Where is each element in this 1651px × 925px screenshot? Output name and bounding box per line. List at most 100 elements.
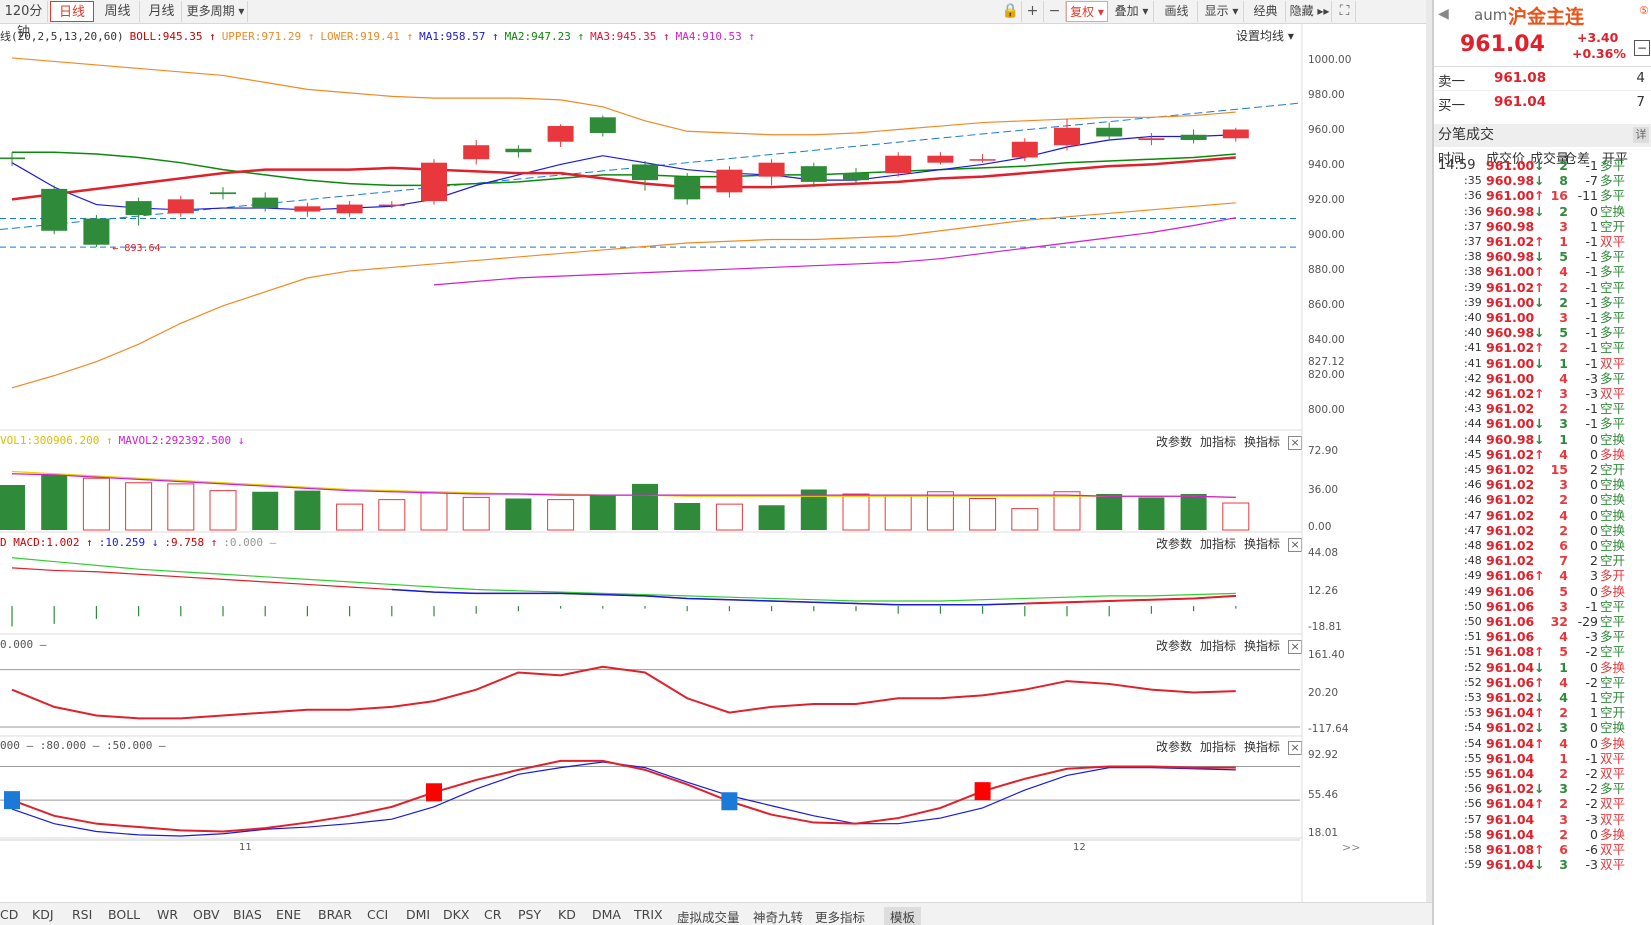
- date-label: 11: [239, 842, 252, 853]
- trades-header-cell: 时间: [1438, 152, 1465, 167]
- indicator-tab-7[interactable]: ENE: [276, 907, 302, 922]
- trade-oi-change: 0: [1590, 203, 1598, 219]
- indicator-tab-3[interactable]: BOLL: [108, 907, 141, 922]
- indicator-tab-10[interactable]: DMI: [406, 907, 431, 922]
- period-120min[interactable]: 120分钟: [0, 1, 48, 40]
- prev-symbol-icon[interactable]: ◀: [1438, 6, 1449, 22]
- fullscreen-icon[interactable]: ⛶: [1334, 1, 1356, 22]
- collapse-icon[interactable]: −: [1634, 40, 1650, 56]
- trade-row: :57 961.04 3 -3 双平: [1434, 812, 1651, 827]
- trade-row: :42 961.00 4 -3 多平: [1434, 371, 1651, 386]
- indicator-tab-8[interactable]: BRAR: [318, 907, 352, 922]
- alert-icon[interactable]: ⑤: [1639, 4, 1649, 17]
- candle-body: [1096, 127, 1123, 137]
- indicator-tab-6[interactable]: BIAS: [233, 907, 262, 922]
- volume-bar: [547, 499, 575, 531]
- trade-volume: 4: [1559, 568, 1568, 584]
- trade-time: :47: [1464, 508, 1482, 522]
- price-tick-label: 920.00: [1308, 194, 1345, 207]
- add-indicator-button[interactable]: 加指标: [1200, 740, 1237, 754]
- swap-indicator-button[interactable]: 换指标: [1244, 639, 1281, 653]
- indicator-tab-2[interactable]: RSI: [72, 907, 93, 922]
- indicator-tab-9[interactable]: CCI: [367, 907, 389, 922]
- edit-params-button[interactable]: 改参数: [1156, 740, 1193, 754]
- period-monthly[interactable]: 月线: [142, 1, 182, 22]
- edit-params-button[interactable]: 改参数: [1156, 639, 1193, 653]
- panel-splitter[interactable]: [1426, 0, 1432, 925]
- edit-params-button[interactable]: 改参数: [1156, 537, 1193, 551]
- volume-bar: [1180, 494, 1207, 530]
- candle-body: [885, 155, 912, 174]
- trade-type: 空换: [1600, 431, 1626, 447]
- trade-type: 空开: [1600, 553, 1626, 569]
- swap-indicator-button[interactable]: 换指标: [1244, 435, 1281, 449]
- trade-type: 双平: [1600, 750, 1626, 766]
- bid-row: 买一 961.04 7: [1434, 94, 1651, 118]
- swap-indicator-button[interactable]: 换指标: [1244, 740, 1281, 754]
- indicator-tab-19[interactable]: 更多指标: [815, 910, 866, 925]
- trade-price: 961.04: [1486, 705, 1535, 721]
- indicator-tab-18[interactable]: 神奇九转: [753, 910, 804, 925]
- indicator-tab-20[interactable]: 模板: [884, 907, 922, 925]
- zoom-out-icon[interactable]: −: [1044, 1, 1066, 22]
- indicator-tab-17[interactable]: 虚拟成交量: [677, 910, 740, 925]
- period-more-dropdown[interactable]: 更多周期 ▾: [184, 1, 248, 22]
- volume-bar: [420, 492, 448, 531]
- close-icon[interactable]: ×: [1288, 538, 1303, 552]
- trade-price: 961.04: [1486, 750, 1535, 766]
- indicator-tab-0[interactable]: CD: [0, 907, 19, 922]
- trade-volume: 5: [1559, 583, 1568, 599]
- add-indicator-button[interactable]: 加指标: [1200, 435, 1237, 449]
- macd-legend-item: :9.758 ↑: [164, 536, 218, 549]
- zoom-in-icon[interactable]: +: [1022, 1, 1044, 22]
- indicator-tab-14[interactable]: KD: [558, 907, 576, 922]
- classic-button[interactable]: 经典: [1246, 1, 1286, 22]
- close-icon[interactable]: ×: [1288, 436, 1303, 450]
- overlay-dropdown[interactable]: 叠加 ▾: [1110, 1, 1154, 22]
- indicator-tab-13[interactable]: PSY: [518, 907, 542, 922]
- ask-price: 961.08: [1494, 70, 1547, 86]
- trades-detail-button[interactable]: 详: [1633, 127, 1649, 143]
- trade-oi-change: 2: [1590, 553, 1598, 569]
- add-indicator-button[interactable]: 加指标: [1200, 639, 1237, 653]
- trade-oi-change: 0: [1590, 583, 1598, 599]
- swap-indicator-button[interactable]: 换指标: [1244, 537, 1281, 551]
- candle-body: [1222, 129, 1249, 139]
- draw-line-button[interactable]: 画线: [1156, 1, 1198, 22]
- trade-price: 961.02: [1486, 386, 1535, 401]
- ma-settings-dropdown[interactable]: 设置均线 ▾: [1236, 29, 1294, 43]
- close-icon[interactable]: ×: [1288, 640, 1303, 654]
- indicator-tab-11[interactable]: DKX: [443, 907, 470, 922]
- trade-volume: 3: [1559, 598, 1568, 614]
- hide-button[interactable]: 隐藏 ▸▸: [1288, 1, 1332, 22]
- indicator-tab-12[interactable]: CR: [484, 907, 502, 922]
- add-indicator-button[interactable]: 加指标: [1200, 537, 1237, 551]
- trade-time: :58: [1464, 843, 1482, 856]
- trade-time: :52: [1464, 675, 1482, 689]
- indicator-tab-16[interactable]: TRIX: [634, 907, 663, 922]
- trade-oi-change: -3: [1585, 857, 1598, 873]
- trade-type: 空换: [1600, 492, 1626, 508]
- trade-oi-change: -1: [1585, 264, 1598, 280]
- trade-price: 961.04: [1486, 766, 1535, 781]
- kd-legend-item: 000 – :80.000 – :50.000 –: [0, 739, 166, 752]
- trade-price: 961.04: [1486, 811, 1535, 827]
- indicator-tab-4[interactable]: WR: [157, 907, 179, 922]
- price-tick-label: 980.00: [1308, 89, 1345, 102]
- edit-params-button[interactable]: 改参数: [1156, 435, 1193, 449]
- trade-type: 空平: [1600, 644, 1626, 660]
- period-weekly[interactable]: 周线: [96, 1, 140, 22]
- indicator-tab-5[interactable]: OBV: [193, 907, 220, 922]
- trade-type: 多平: [1600, 416, 1626, 432]
- indicator-tab-1[interactable]: KDJ: [32, 907, 54, 922]
- close-icon[interactable]: ×: [1288, 741, 1303, 755]
- lock-icon[interactable]: 🔒: [1000, 1, 1022, 22]
- trade-type: 多平: [1600, 264, 1626, 280]
- indicator-tab-15[interactable]: DMA: [592, 907, 621, 922]
- kline-chart-canvas[interactable]: ← 893.64 11 12 >>: [0, 0, 1426, 902]
- adjust-dropdown[interactable]: 复权 ▾: [1066, 1, 1108, 22]
- trade-type: 双平: [1600, 234, 1626, 249]
- display-dropdown[interactable]: 显示 ▾: [1200, 1, 1244, 22]
- period-daily[interactable]: 日线: [50, 1, 94, 22]
